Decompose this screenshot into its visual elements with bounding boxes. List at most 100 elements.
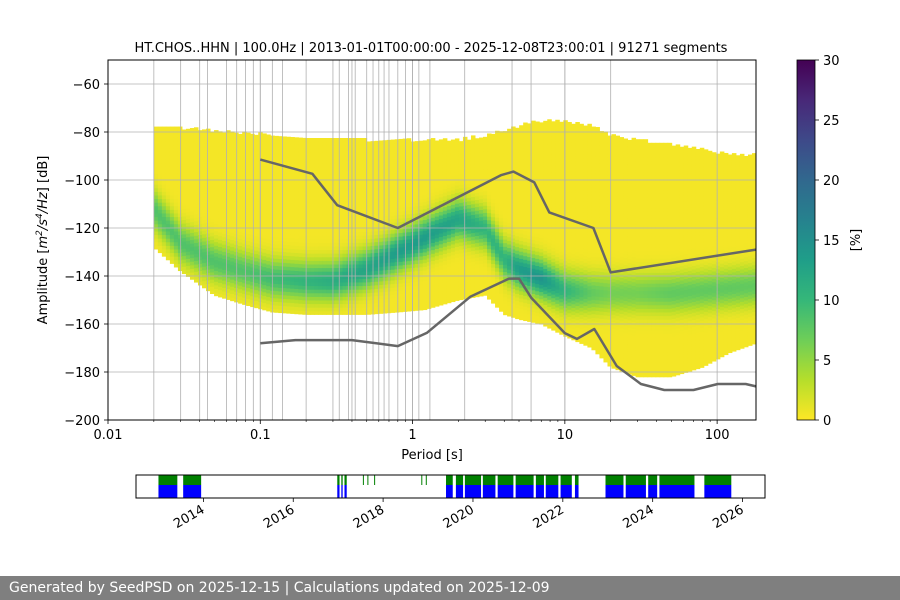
heatmap-cell: [326, 152, 331, 157]
heatmap-cell: [177, 220, 183, 225]
heatmap-cell: [547, 270, 552, 275]
heatmap-cell: [290, 259, 295, 264]
heatmap-cell: [290, 194, 295, 199]
heatmap-cell: [350, 163, 356, 168]
heatmap-cell: [350, 152, 356, 157]
heatmap-cell: [214, 169, 219, 174]
heatmap-cell: [414, 213, 420, 218]
heatmap-cell: [294, 259, 299, 264]
heatmap-cell: [398, 254, 404, 259]
heatmap-cell: [362, 264, 368, 269]
heatmap-cell: [294, 292, 299, 297]
heatmap-cell: [559, 294, 564, 299]
heatmap-cell: [543, 221, 548, 226]
heatmap-cell: [539, 176, 544, 181]
heatmap-cell: [418, 270, 424, 275]
heatmap-cell: [338, 292, 344, 297]
heatmap-cell: [350, 188, 356, 193]
heatmap-cell: [326, 271, 331, 276]
heatmap-cell: [378, 237, 384, 242]
heatmap-cell: [378, 151, 384, 156]
heatmap-cell: [290, 302, 295, 307]
heatmap-cell: [153, 177, 159, 182]
heatmap-cell: [338, 253, 344, 258]
heatmap-cell: [294, 148, 299, 153]
heatmap-cell: [169, 180, 175, 185]
heatmap-cell: [310, 152, 315, 157]
heatmap-cell: [487, 295, 492, 300]
heatmap-cell: [157, 212, 163, 218]
heatmap-cell: [555, 202, 560, 207]
heatmap-cell: [334, 238, 339, 243]
heatmap-cell: [206, 240, 211, 245]
heatmap-cell: [394, 168, 400, 173]
heatmap-cell: [539, 143, 544, 149]
heatmap-cell: [206, 161, 211, 166]
heatmap-cell: [426, 150, 432, 155]
heatmap-cell: [157, 151, 163, 156]
heatmap-cell: [266, 300, 271, 305]
heatmap-cell: [563, 224, 568, 229]
heatmap-cell: [246, 237, 251, 242]
heatmap-cell: [318, 260, 323, 265]
heatmap-cell: [531, 120, 536, 125]
heatmap-cell: [210, 171, 215, 176]
heatmap-cell: [543, 189, 548, 194]
heatmap-cell: [523, 316, 528, 322]
heatmap-cell: [354, 202, 360, 207]
heatmap-cell: [294, 241, 299, 246]
heatmap-cell: [374, 292, 380, 297]
heatmap-cell: [214, 245, 219, 250]
heatmap-cell: [503, 267, 508, 272]
heatmap-cell: [470, 232, 476, 237]
heatmap-cell: [306, 195, 311, 200]
heatmap-cell: [430, 192, 436, 197]
heatmap-cell: [298, 205, 303, 211]
heatmap-cell: [226, 267, 231, 272]
heatmap-cell: [354, 184, 360, 189]
heatmap-cell: [535, 215, 540, 220]
heatmap-cell: [358, 224, 364, 229]
heatmap-cell: [173, 256, 179, 261]
heatmap-cell: [338, 217, 344, 222]
heatmap-cell: [366, 231, 372, 236]
heatmap-cell: [157, 180, 163, 185]
heatmap-cell: [394, 258, 400, 263]
heatmap-cell: [189, 149, 195, 154]
heatmap-cell: [543, 250, 548, 255]
heatmap-cell: [454, 296, 460, 301]
heatmap-cell: [185, 229, 191, 234]
heatmap-cell: [479, 252, 484, 257]
heatmap-cell: [202, 158, 207, 163]
heatmap-cell: [555, 216, 560, 222]
heatmap-cell: [326, 285, 331, 290]
heatmap-cell: [274, 272, 279, 277]
heatmap-cell: [193, 228, 199, 233]
heatmap-cell: [358, 159, 364, 164]
heatmap-cell: [382, 161, 388, 166]
heatmap-cell: [483, 208, 488, 213]
heatmap-cell: [523, 309, 528, 314]
heatmap-cell: [394, 182, 400, 187]
heatmap-cell: [551, 254, 556, 259]
heatmap-cell: [422, 208, 428, 213]
heatmap-cell: [555, 141, 560, 146]
heatmap-cell: [398, 142, 404, 147]
heatmap-cell: [374, 216, 380, 221]
heatmap-cell: [567, 161, 572, 166]
heatmap-cell: [519, 316, 524, 321]
heatmap-cell: [314, 199, 319, 204]
heatmap-cell: [218, 289, 223, 294]
heatmap-cell: [290, 169, 295, 174]
heatmap-cell: [266, 184, 271, 189]
heatmap-cell: [302, 271, 307, 276]
heatmap-cell: [470, 286, 476, 291]
heatmap-cell: [242, 171, 247, 176]
heatmap-cell: [394, 196, 400, 201]
heatmap-cell: [278, 308, 283, 314]
heatmap-cell: [282, 298, 287, 303]
heatmap-cell: [342, 199, 348, 204]
heatmap-cell: [499, 307, 504, 312]
heatmap-cell: [374, 158, 380, 163]
heatmap-cell: [410, 163, 416, 168]
